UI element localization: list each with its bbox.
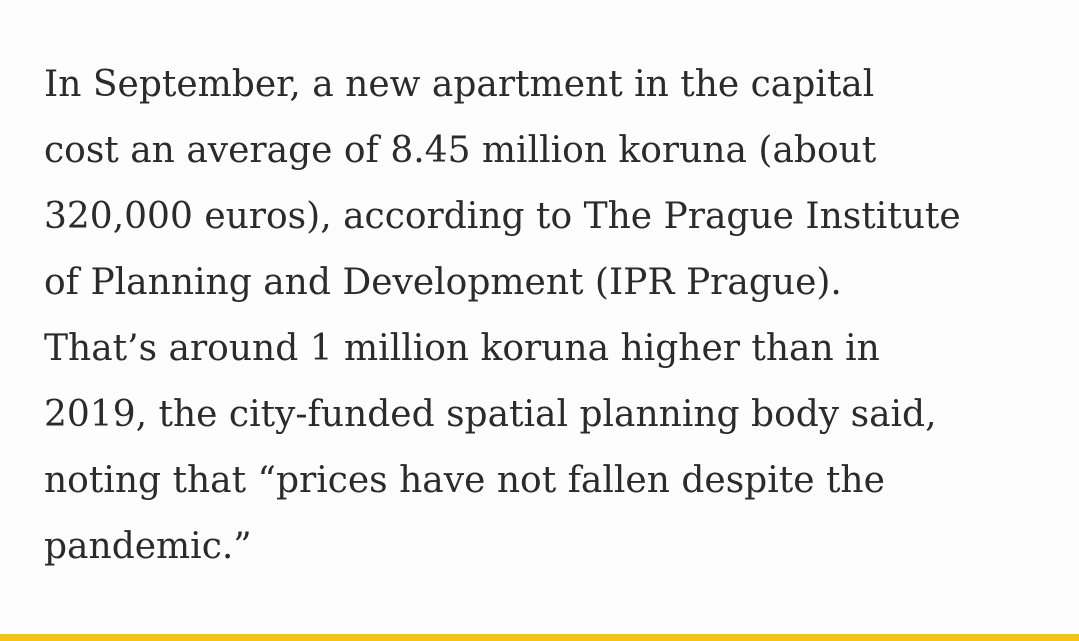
accent-bar	[0, 634, 1079, 641]
paragraph-line: That’s around 1 million koruna higher th…	[44, 328, 880, 369]
paragraph-line: In September, a new apartment in the cap…	[44, 64, 875, 105]
article-paragraph: In September, a new apartment in the cap…	[44, 52, 1064, 580]
paragraph-line: of Planning and Development (IPR Prague)…	[44, 262, 842, 303]
paragraph-line: 2019, the city-funded spatial planning b…	[44, 394, 937, 435]
paragraph-line: cost an average of 8.45 million koruna (…	[44, 130, 877, 171]
paragraph-line: pandemic.”	[44, 526, 252, 567]
paragraph-line: 320,000 euros), according to The Prague …	[44, 196, 961, 237]
paragraph-line: noting that “prices have not fallen desp…	[44, 460, 885, 501]
